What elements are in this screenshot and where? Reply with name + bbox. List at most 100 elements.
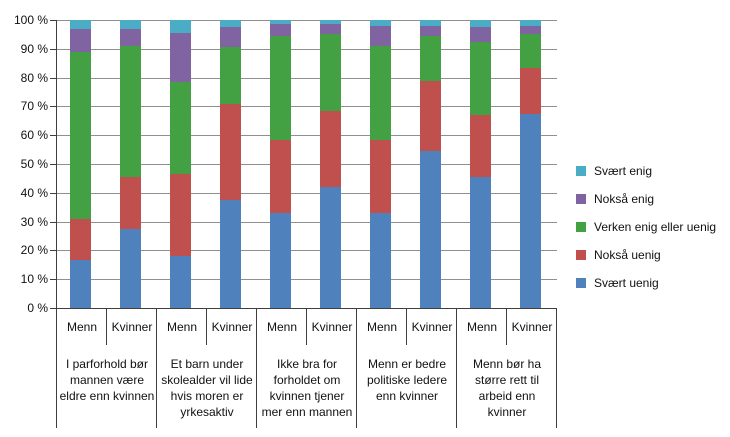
bar-segment — [70, 51, 91, 219]
gridline — [57, 20, 557, 21]
gridline — [57, 192, 557, 194]
gridline — [57, 221, 557, 223]
legend-item: Verken enig eller uenig — [576, 213, 716, 241]
y-axis-tick-label: 30 % — [20, 214, 48, 229]
y-axis-tick-label: 80 % — [20, 70, 48, 85]
bar-segment — [220, 47, 241, 104]
stacked-bar — [120, 20, 141, 308]
group-label-line: Menn er bedre — [367, 357, 447, 371]
group-label-line: arbeid enn — [478, 389, 536, 403]
bar-segment — [520, 20, 541, 26]
bar-segment — [320, 20, 341, 25]
subcategory-label: Kvinner — [111, 320, 153, 334]
y-axis-tick — [50, 221, 57, 223]
subcategory-divider — [106, 308, 107, 345]
subcategory-divider — [206, 308, 207, 345]
group-label-line: kvinnen tjener — [269, 389, 345, 403]
y-axis-tick-label: 20 % — [20, 243, 48, 258]
bar-segment — [470, 41, 491, 116]
legend-item: Nokså enig — [576, 185, 716, 213]
gridline — [57, 48, 557, 50]
bar-segment — [270, 20, 291, 25]
group-label-line: hvis moren er — [170, 389, 244, 403]
bar-segment — [220, 200, 241, 308]
bar-segment — [220, 103, 241, 200]
bar-segment — [220, 20, 241, 28]
stacked-bar — [470, 20, 491, 308]
group-label-line: I parforhold bør — [65, 357, 149, 371]
y-axis-tick-label: 50 % — [20, 157, 48, 171]
group-label-line: Ikke bra for — [276, 357, 338, 371]
bar-segment — [70, 20, 91, 29]
group-label: Ikke bra for forholdet om kvinnen tjener me… — [255, 356, 359, 420]
subcategory-label: Menn — [266, 320, 298, 334]
bar-segment — [120, 176, 141, 229]
bar-segment — [520, 34, 541, 68]
bar-segment — [420, 35, 441, 81]
stacked-bar — [370, 20, 391, 308]
y-axis-tick — [50, 192, 57, 194]
bar-segment — [520, 67, 541, 114]
group-label-line: forholdet om — [273, 373, 341, 387]
gridline — [57, 164, 557, 165]
stacked-bar — [420, 20, 441, 308]
bar-segment — [420, 151, 441, 308]
y-axis-tick-label: 100 % — [13, 13, 48, 27]
gridline — [57, 77, 557, 79]
group-label-line: eldre enn kvinnen — [59, 389, 155, 403]
legend-swatch-icon — [576, 166, 586, 176]
y-axis-tick — [50, 308, 57, 309]
bar-segment — [270, 212, 291, 308]
subcategory-divider — [306, 308, 307, 345]
y-axis-tick-label: 40 % — [20, 185, 48, 200]
group-label: Et barn under skolealder vil lide hvis mor… — [155, 356, 259, 420]
gridline — [57, 250, 557, 252]
bar-segment — [420, 80, 441, 152]
bar-segment — [170, 20, 191, 33]
bar-segment — [370, 45, 391, 140]
y-axis-tick — [50, 20, 57, 21]
group-label-line: enn kvinner — [375, 389, 439, 403]
y-axis-tick — [50, 106, 57, 108]
legend-swatch-icon — [576, 222, 586, 232]
subcategory-label: Menn — [366, 320, 398, 334]
subcategory-divider — [506, 308, 507, 345]
subcategory-label: Kvinner — [311, 320, 353, 334]
bar-segment — [220, 27, 241, 48]
y-axis-tick-label: 60 % — [20, 128, 48, 143]
group-divider — [456, 308, 457, 428]
stacked-bar — [70, 20, 91, 308]
group-label-line: mannen være — [69, 373, 145, 387]
bar-segment — [270, 139, 291, 213]
stacked-bar — [320, 20, 341, 308]
y-axis-tick — [50, 77, 57, 79]
legend-label: Svært uenig — [594, 276, 659, 290]
bar-segment — [470, 176, 491, 308]
legend-swatch-icon — [576, 278, 586, 288]
stacked-bar — [520, 20, 541, 308]
subcategory-label: Kvinner — [411, 320, 453, 334]
bar-segment — [370, 212, 391, 308]
gridline — [57, 279, 557, 281]
group-label-line: politiske ledere — [366, 373, 448, 387]
group-label: I parforhold bør mannen være eldre enn kvi… — [55, 356, 159, 404]
bar-segment — [120, 28, 141, 46]
bar-segment — [120, 228, 141, 308]
bar-segment — [170, 32, 191, 82]
y-axis-tick-label: 70 % — [20, 99, 48, 114]
group-label-line: skolealder vil lide — [161, 373, 253, 387]
bar-segment — [120, 20, 141, 29]
bar-segment — [370, 20, 391, 26]
legend-item: Svært uenig — [576, 269, 716, 297]
bar-segment — [320, 24, 341, 35]
bar-segment — [320, 187, 341, 308]
bar-segment — [170, 174, 191, 257]
legend-swatch-icon — [576, 250, 586, 260]
bar-segment — [120, 45, 141, 177]
bar-segment — [470, 20, 491, 28]
y-axis-tick — [50, 164, 57, 165]
bar-segment — [320, 110, 341, 188]
y-axis-tick-label: 0 % — [27, 301, 48, 315]
group-label: Menn er bedre politiske ledere enn kvinner — [355, 356, 459, 404]
